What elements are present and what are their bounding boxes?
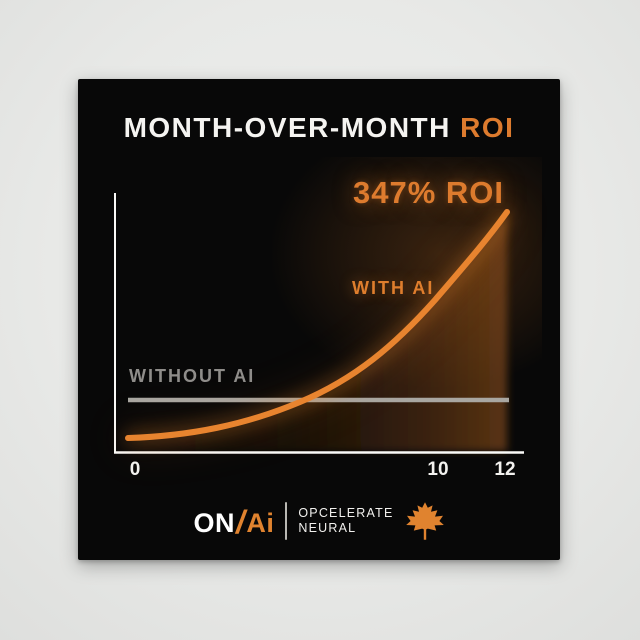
maple-leaf-icon [405,502,444,540]
without-ai-series-label: WITHOUT AI [129,366,256,386]
x-tick-12: 12 [494,459,516,480]
x-tick-10: 10 [427,459,449,480]
x-tick-0: 0 [129,459,141,480]
title-accent: ROI [460,112,515,143]
brand-name-line1: OPCELERATE [298,506,394,520]
logo-ai-text: Ai [246,507,275,538]
page-title: MONTH-OVER-MONTH ROI [78,112,560,144]
roi-value-label: 347% ROI [352,175,504,210]
title-main: MONTH-OVER-MONTH [123,112,451,143]
infographic-card: MONTH-OVER-MONTH ROI 347% ROI [78,79,560,560]
roi-chart [114,193,524,454]
brand-name: OPCELERATE NEURAL [298,506,393,536]
brand-footer: ON/Ai OPCELERATE NEURAL [78,500,560,542]
with-ai-area-fill [128,212,507,451]
logo-on-text: ON [193,507,235,538]
with-ai-series-label: WITH AI [352,278,435,298]
logo-slash: / [235,503,246,540]
logo-divider [285,502,288,540]
brand-name-line2: NEURAL [298,521,357,535]
brand-logo: ON/Ai [193,503,274,540]
with-ai-curve [125,209,510,441]
